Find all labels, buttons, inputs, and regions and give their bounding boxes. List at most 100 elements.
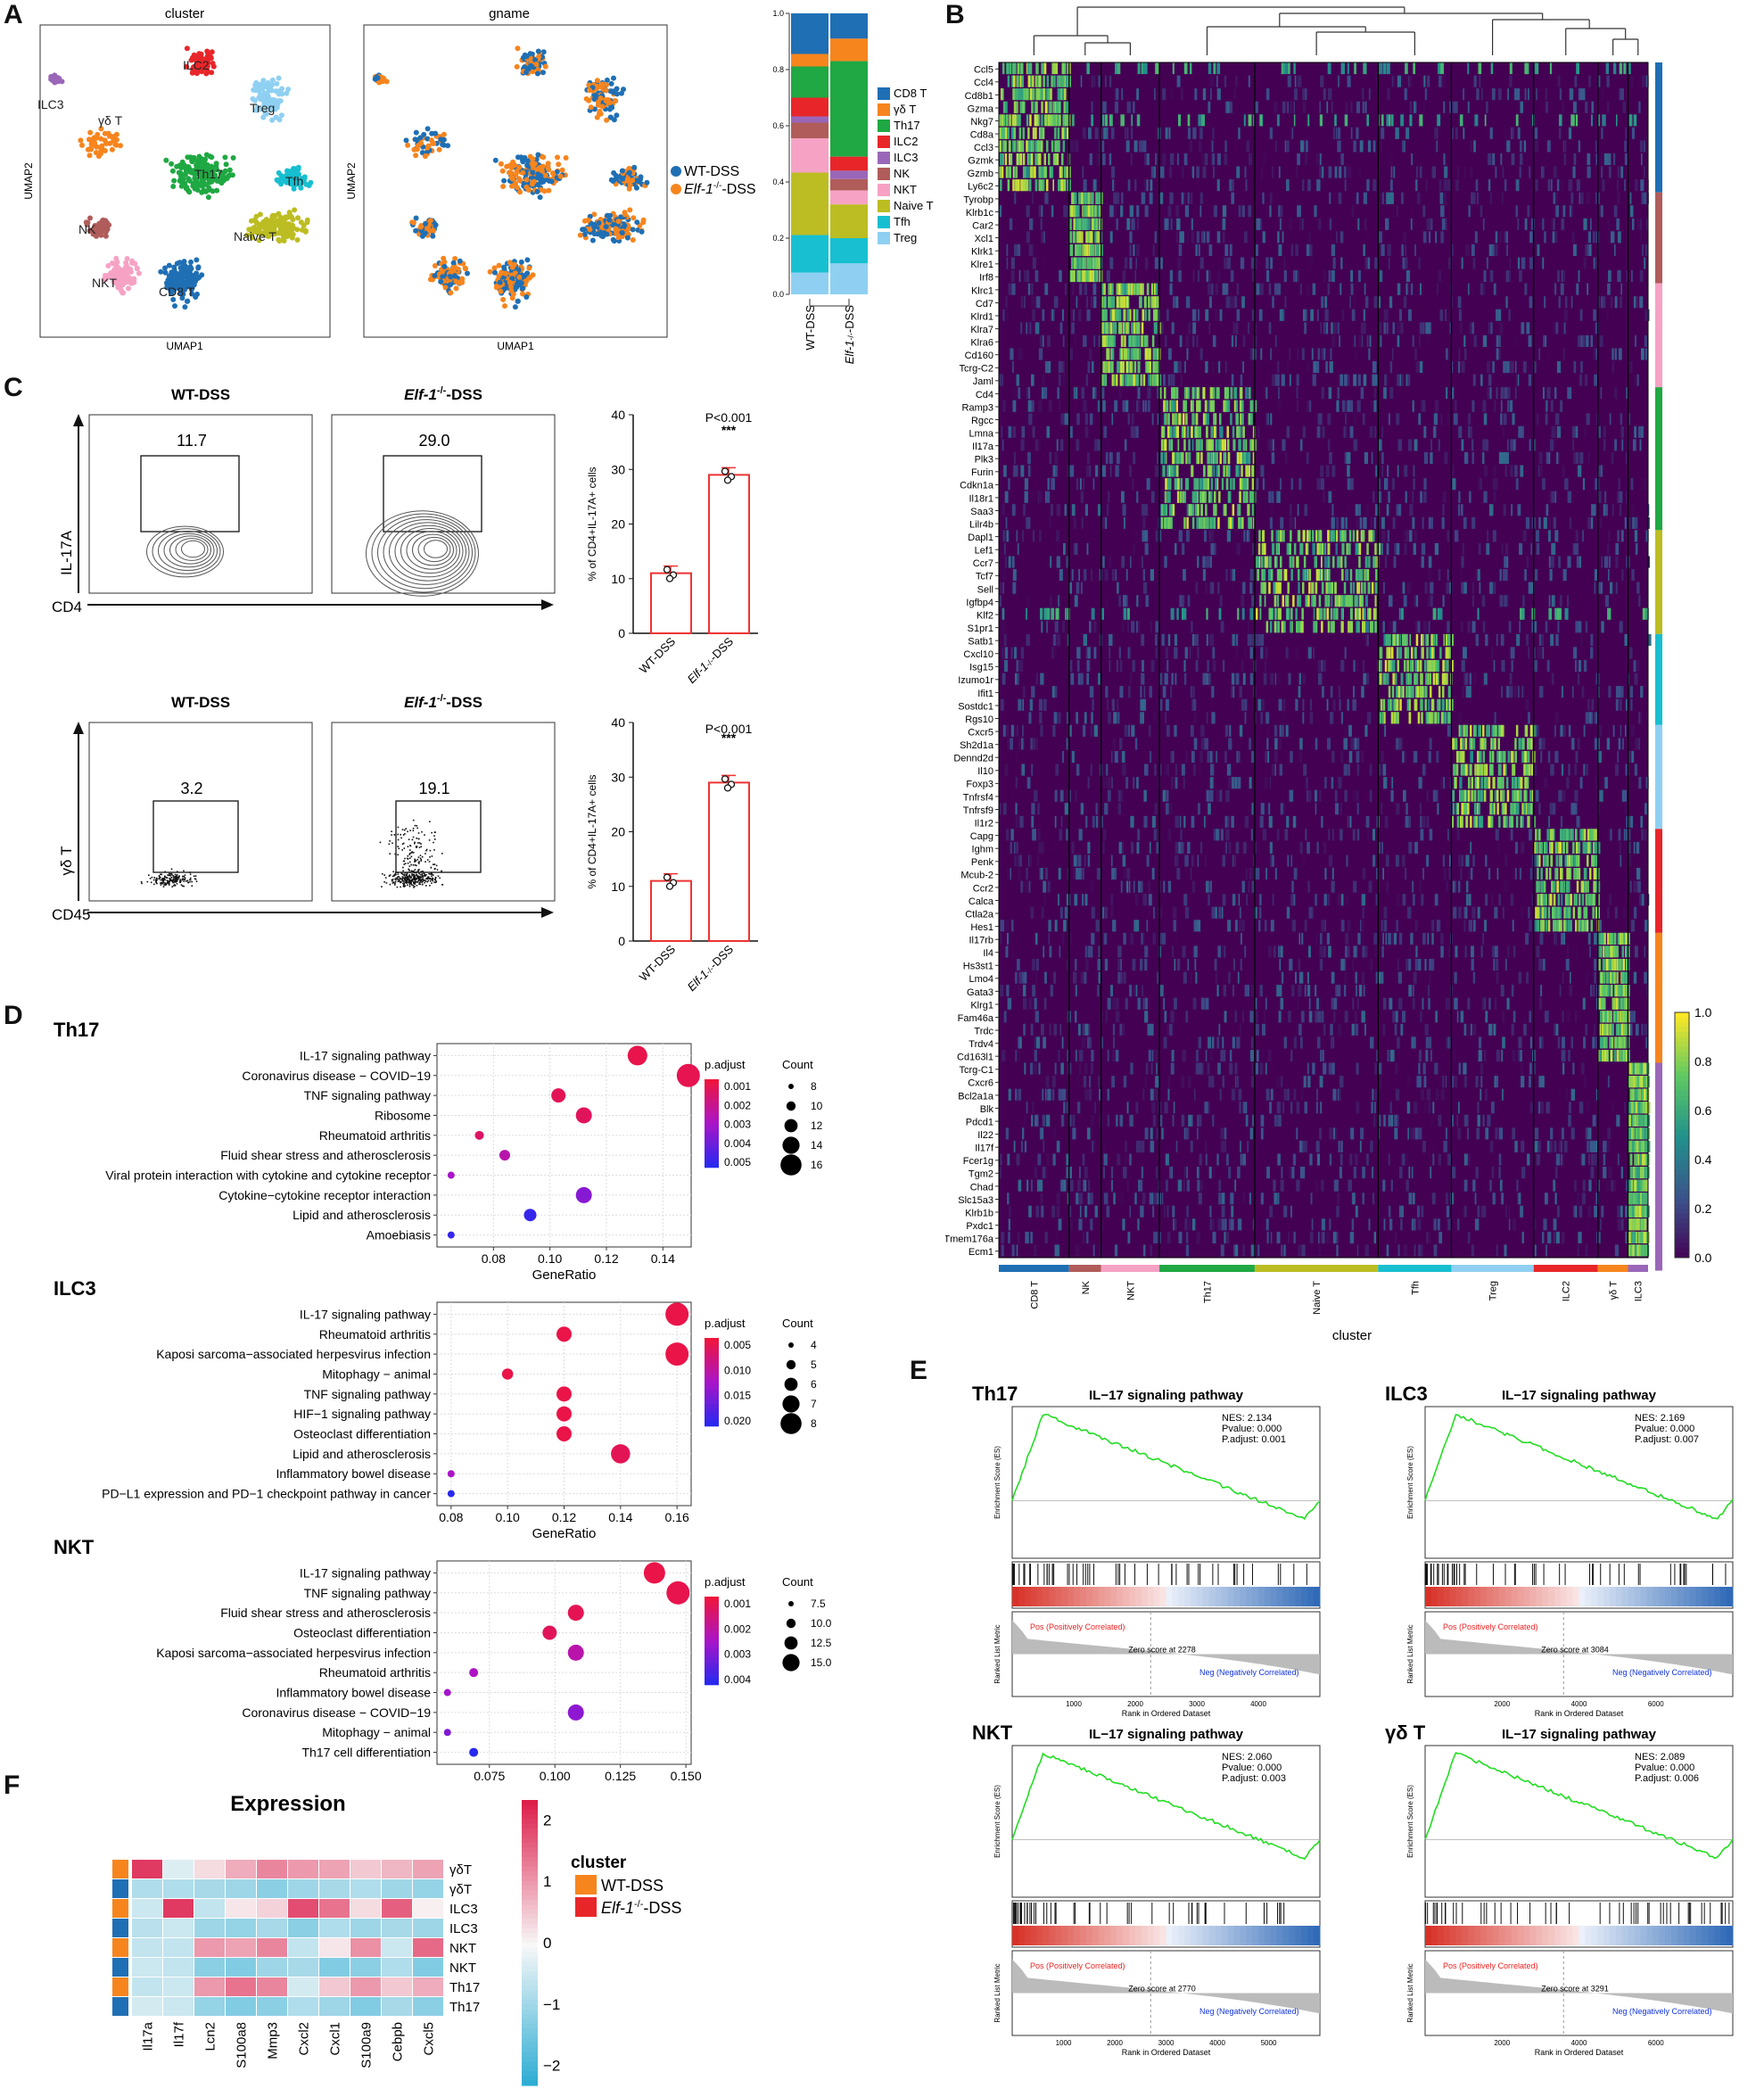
heatmap-cell bbox=[1339, 374, 1344, 386]
umap-gname-point bbox=[620, 168, 625, 174]
heatmap-cell bbox=[1151, 296, 1154, 309]
heatmap-cell bbox=[1120, 361, 1123, 374]
heatmap-cell bbox=[1051, 205, 1054, 218]
heatmap-cell bbox=[1089, 465, 1092, 477]
heatmap-cell bbox=[1207, 231, 1210, 244]
heatmap-cell bbox=[1496, 387, 1498, 400]
heatmap-cell bbox=[1114, 179, 1117, 192]
heatmap-cell bbox=[1271, 452, 1275, 465]
heatmap-cell bbox=[1109, 205, 1114, 218]
heatmap-cell bbox=[1222, 205, 1227, 218]
heatmap-cell bbox=[1621, 439, 1624, 451]
heatmap-cell bbox=[1069, 218, 1072, 230]
stack-bar-segment bbox=[791, 116, 828, 123]
heatmap-cell bbox=[1215, 478, 1218, 491]
heatmap-cell bbox=[1034, 127, 1037, 139]
heatmap-cell bbox=[1350, 283, 1354, 295]
umap-point-γδ-t bbox=[78, 137, 84, 144]
heatmap-cell bbox=[1608, 530, 1611, 542]
heatmap-cell bbox=[1183, 491, 1185, 503]
heatmap-cell bbox=[1094, 231, 1097, 244]
heatmap-cell bbox=[1134, 179, 1137, 192]
heatmap-cell bbox=[1020, 465, 1025, 477]
heatmap-cell bbox=[1644, 244, 1649, 256]
heatmap-cell bbox=[1138, 387, 1141, 400]
heatmap-cell bbox=[1313, 361, 1316, 374]
heatmap-cell bbox=[1162, 88, 1166, 101]
heatmap-cell bbox=[1124, 309, 1126, 321]
heatmap-cell bbox=[1249, 387, 1251, 400]
umap-gname-point bbox=[546, 167, 552, 173]
heatmap-cell bbox=[1219, 413, 1222, 425]
umap-gname-point bbox=[419, 233, 425, 239]
heatmap-cell bbox=[1171, 504, 1174, 516]
heatmap-cell bbox=[1209, 387, 1214, 400]
heatmap-cell bbox=[1625, 452, 1629, 465]
heatmap-cell bbox=[1190, 62, 1192, 75]
heatmap-cell bbox=[1296, 166, 1298, 178]
heatmap-cell bbox=[1303, 140, 1305, 153]
heatmap-cell bbox=[1191, 439, 1194, 451]
heatmap-cell bbox=[1338, 192, 1342, 204]
heatmap-cell bbox=[1178, 270, 1182, 283]
heatmap-cell bbox=[1199, 127, 1203, 139]
heatmap-cell bbox=[1216, 62, 1221, 75]
heatmap-cell bbox=[1002, 504, 1005, 516]
heatmap-cell bbox=[1268, 491, 1272, 503]
heatmap-cell bbox=[1510, 465, 1513, 477]
heatmap-cell bbox=[1002, 140, 1005, 153]
heatmap-cell bbox=[1184, 361, 1186, 374]
heatmap-cell bbox=[1085, 192, 1088, 204]
umap-point-naive-t bbox=[294, 237, 301, 243]
heatmap-cell bbox=[1293, 114, 1296, 127]
heatmap-cell bbox=[1272, 374, 1275, 386]
heatmap-cell bbox=[1496, 309, 1498, 321]
heatmap-cell bbox=[1133, 283, 1136, 295]
heatmap-cell bbox=[1355, 348, 1358, 360]
heatmap-cell bbox=[1229, 374, 1232, 386]
heatmap-cell bbox=[1084, 283, 1088, 295]
heatmap-cell bbox=[1155, 322, 1158, 334]
umap-gname-point bbox=[413, 215, 419, 221]
heatmap-cell bbox=[1442, 491, 1447, 503]
stack-legend-swatch bbox=[878, 200, 890, 212]
heatmap-cell bbox=[1624, 140, 1627, 153]
heatmap-cell bbox=[1118, 283, 1121, 295]
heatmap-cell bbox=[1468, 205, 1471, 218]
heatmap-cell bbox=[1334, 114, 1337, 127]
heatmap-cell bbox=[1553, 322, 1555, 334]
umap-point-naive-t bbox=[248, 227, 254, 233]
heatmap-cell bbox=[1197, 452, 1200, 465]
umap-gname-point bbox=[596, 220, 602, 226]
stack-legend-label: Th17 bbox=[894, 119, 920, 132]
heatmap-cell bbox=[1164, 491, 1167, 503]
heatmap-cell bbox=[1282, 439, 1286, 451]
heatmap-cell bbox=[1372, 374, 1376, 386]
heatmap-cell bbox=[1118, 309, 1122, 321]
heatmap-cell bbox=[1620, 530, 1624, 542]
heatmap-cell bbox=[1449, 322, 1452, 334]
heatmap-cell bbox=[1535, 62, 1539, 75]
heatmap-cell bbox=[1369, 425, 1373, 438]
umap-gname-point bbox=[430, 277, 435, 283]
heatmap-cell bbox=[1091, 114, 1094, 127]
heatmap-cell bbox=[1587, 231, 1591, 244]
umap-point-tfh bbox=[292, 182, 298, 188]
umap-point-γδ-t bbox=[105, 130, 111, 136]
heatmap-cell bbox=[1348, 166, 1352, 178]
heatmap-cell bbox=[1148, 309, 1150, 321]
heatmap-cell bbox=[1142, 140, 1147, 153]
heatmap-cell bbox=[1590, 516, 1594, 529]
heatmap-cell bbox=[1266, 413, 1268, 425]
heatmap-cell bbox=[1191, 465, 1193, 477]
heatmap-cell bbox=[1147, 283, 1150, 295]
heatmap-cell bbox=[1419, 334, 1421, 347]
umap-gname-point bbox=[499, 168, 506, 174]
heatmap-cell bbox=[1031, 322, 1035, 334]
umap-point-γδ-t bbox=[95, 153, 102, 160]
heatmap-cell bbox=[1642, 244, 1644, 256]
heatmap-cell bbox=[1006, 530, 1009, 542]
heatmap-cell bbox=[1038, 205, 1042, 218]
heatmap-cell bbox=[1430, 218, 1433, 230]
umap-point-th17 bbox=[222, 169, 228, 175]
